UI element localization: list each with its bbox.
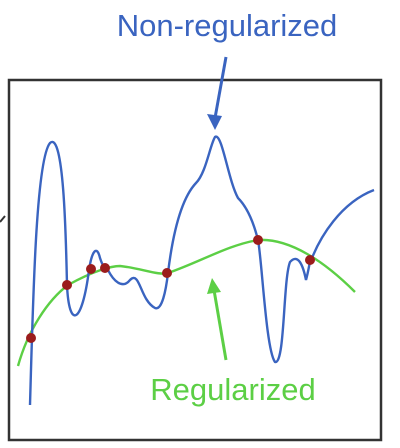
regularized-arrow [207, 278, 226, 360]
data-point [162, 268, 172, 278]
data-point [62, 280, 72, 290]
data-point [86, 264, 96, 274]
data-point [100, 263, 110, 273]
data-point [26, 333, 36, 343]
data-point [253, 235, 263, 245]
non-regularized-arrow [207, 57, 226, 130]
data-point [305, 255, 315, 265]
edge-mark [0, 216, 5, 222]
regularized-label: Regularized [150, 372, 315, 407]
non-regularized-label: Non-regularized [117, 8, 338, 43]
non-regularized-curve [30, 137, 374, 405]
